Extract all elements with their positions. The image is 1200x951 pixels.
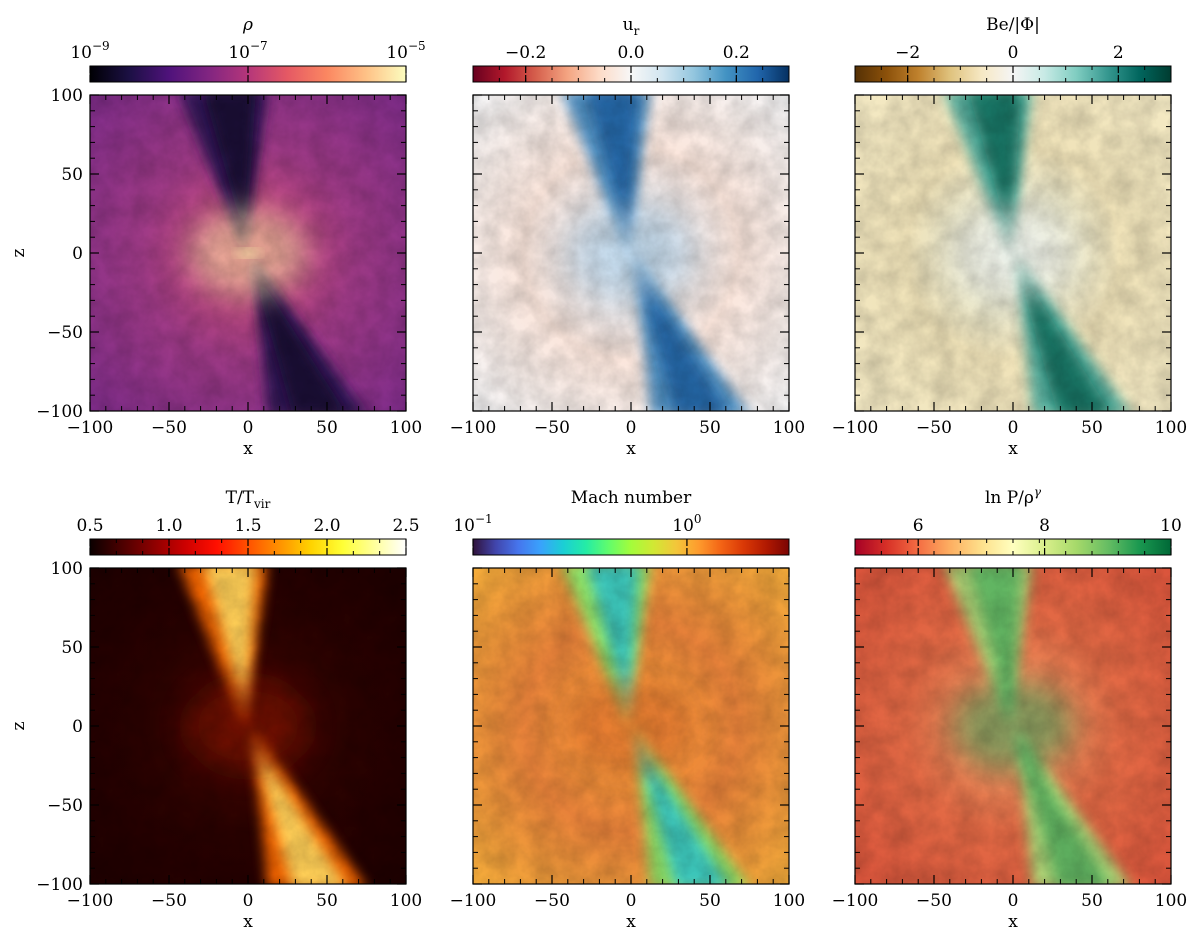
x-tick-label: 100 xyxy=(773,418,805,438)
colorbar-tick-label: 2.5 xyxy=(392,516,419,536)
panel-6: 6 8 10 ln P/ργ −100 −50 0 50 100 x xyxy=(832,485,1188,932)
panel-title: Be/|Φ| xyxy=(986,15,1040,35)
panel-4: 0.5 1.0 1.5 2.0 2.5 T/Tvir −100 −50 0 50 100 100 50 0… xyxy=(9,488,422,932)
x-tick-label: 50 xyxy=(1081,891,1103,911)
x-tick-label: 0 xyxy=(243,891,254,911)
panel-title: Mach number xyxy=(571,488,692,508)
colorbar-tick-label: 6 xyxy=(913,516,924,536)
x-tick-label: −100 xyxy=(67,891,114,911)
x-tick-label: −50 xyxy=(151,891,187,911)
y-tick-label: 50 xyxy=(61,165,83,185)
colorbar xyxy=(472,538,790,556)
heatmap xyxy=(90,568,406,884)
panel-5: 10−1 100 Mach number −100 −50 0 50 100 x xyxy=(450,488,806,932)
x-tick-label: 0 xyxy=(1008,418,1019,438)
y-tick-label: 50 xyxy=(61,638,83,658)
colorbar-tick-label: 0.5 xyxy=(76,516,103,536)
x-tick-label: 0 xyxy=(243,418,254,438)
x-tick-label: −50 xyxy=(916,418,952,438)
panel-3: −2 0 2 Be/|Φ| −100 −50 0 50 100 x xyxy=(832,15,1188,459)
x-tick-label: 50 xyxy=(699,891,721,911)
colorbar-tick-label: 10−9 xyxy=(70,39,109,63)
colorbar-tick-label: 10−1 xyxy=(453,512,492,536)
x-tick-label: −100 xyxy=(450,418,497,438)
x-axis-label: x xyxy=(626,912,636,932)
colorbar-tick-label: 0.2 xyxy=(723,43,750,63)
panel-title: ln P/ργ xyxy=(985,485,1042,508)
colorbar-tick-label: 8 xyxy=(1039,516,1050,536)
x-tick-label: 50 xyxy=(316,891,338,911)
x-tick-label: 100 xyxy=(773,891,805,911)
heatmap xyxy=(90,95,406,411)
x-tick-label: −50 xyxy=(534,418,570,438)
x-tick-label: 50 xyxy=(1081,418,1103,438)
x-axis-label: x xyxy=(243,439,253,459)
x-axis-label: x xyxy=(243,912,253,932)
y-tick-label: −100 xyxy=(36,402,83,422)
colorbar-tick-label: 0.0 xyxy=(617,43,644,63)
y-tick-label: 0 xyxy=(72,717,83,737)
y-axis-label: z xyxy=(9,721,29,730)
x-tick-label: 100 xyxy=(390,418,422,438)
x-tick-label: 100 xyxy=(390,891,422,911)
heatmap xyxy=(855,95,1171,411)
panel-2: −0.2 0.0 0.2 ur −100 −50 0 50 100 x xyxy=(450,15,806,459)
x-tick-label: 100 xyxy=(1155,891,1187,911)
x-axis-label: x xyxy=(626,439,636,459)
panel-title: ur xyxy=(623,15,640,38)
colorbar-tick-label: 10 xyxy=(1160,516,1182,536)
x-tick-label: 100 xyxy=(1155,418,1187,438)
panel-title: ρ xyxy=(242,15,253,35)
y-tick-label: 0 xyxy=(72,244,83,264)
x-axis-label: x xyxy=(1008,912,1018,932)
colorbar-tick-label: 10−7 xyxy=(228,39,267,63)
x-tick-label: −50 xyxy=(151,418,187,438)
x-tick-label: −100 xyxy=(832,891,879,911)
x-tick-label: 0 xyxy=(1008,891,1019,911)
colorbar-tick-label: 100 xyxy=(672,512,701,536)
x-tick-label: −100 xyxy=(832,418,879,438)
heatmap xyxy=(473,568,789,884)
x-tick-label: −100 xyxy=(67,418,114,438)
heatmap xyxy=(855,568,1171,884)
x-tick-label: 50 xyxy=(316,418,338,438)
colorbar-tick-label: 1.5 xyxy=(234,516,261,536)
colorbar-tick-label: 10−5 xyxy=(386,39,425,63)
x-tick-label: −50 xyxy=(534,891,570,911)
colorbar-tick-label: −2 xyxy=(895,43,920,63)
y-tick-label: −50 xyxy=(47,796,83,816)
y-tick-label: 100 xyxy=(51,559,83,579)
x-tick-label: −50 xyxy=(916,891,952,911)
colorbar-tick-label: 2.0 xyxy=(313,516,340,536)
colorbar-tick-label: 1.0 xyxy=(155,516,182,536)
x-tick-label: −100 xyxy=(450,891,497,911)
colorbar-tick-label: 2 xyxy=(1113,43,1124,63)
y-tick-label: −50 xyxy=(47,323,83,343)
y-axis-label: z xyxy=(9,248,29,257)
panel-title: T/Tvir xyxy=(226,488,271,511)
x-tick-label: 0 xyxy=(626,891,637,911)
heatmap xyxy=(473,95,789,411)
x-tick-label: 0 xyxy=(626,418,637,438)
x-tick-label: 50 xyxy=(699,418,721,438)
y-tick-label: 100 xyxy=(51,86,83,106)
y-tick-label: −100 xyxy=(36,875,83,895)
colorbar-tick-label: 0 xyxy=(1008,43,1019,63)
colorbar-tick-label: −0.2 xyxy=(505,43,546,63)
panel-1: 10−9 10−7 10−5 ρ −100 −50 0 50 100 100 50 0 −50 −100 x… xyxy=(9,15,426,459)
x-axis-label: x xyxy=(1008,439,1018,459)
